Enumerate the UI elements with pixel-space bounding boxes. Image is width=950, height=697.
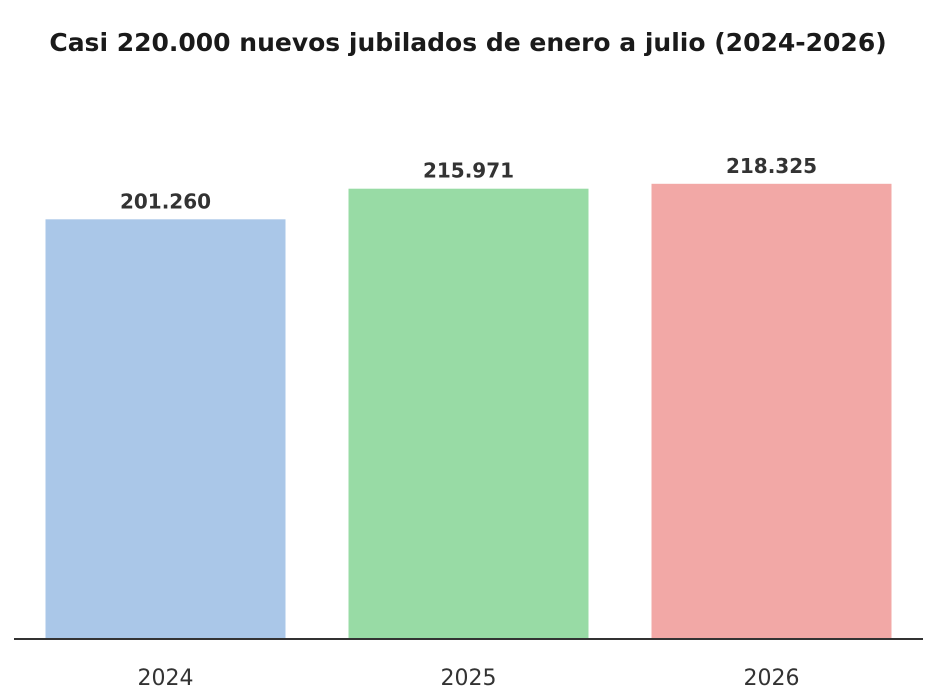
chart-title: Casi 220.000 nuevos jubilados de enero a… bbox=[49, 28, 887, 57]
value-label-2025: 215.971 bbox=[423, 159, 514, 183]
bars-group bbox=[45, 183, 892, 639]
bar-2025 bbox=[348, 188, 589, 638]
x-tick-label-2024: 2024 bbox=[138, 666, 194, 691]
value-labels-group: 201.260 215.971 218.325 bbox=[120, 154, 817, 214]
x-tick-labels-group: 2024 2025 2026 bbox=[138, 666, 800, 691]
value-label-2024: 201.260 bbox=[120, 189, 211, 213]
value-label-2026: 218.325 bbox=[726, 154, 817, 178]
x-tick-label-2026: 2026 bbox=[744, 666, 800, 691]
bar-2026 bbox=[651, 183, 892, 639]
bar-2024 bbox=[45, 219, 286, 639]
x-tick-label-2025: 2025 bbox=[441, 666, 497, 691]
